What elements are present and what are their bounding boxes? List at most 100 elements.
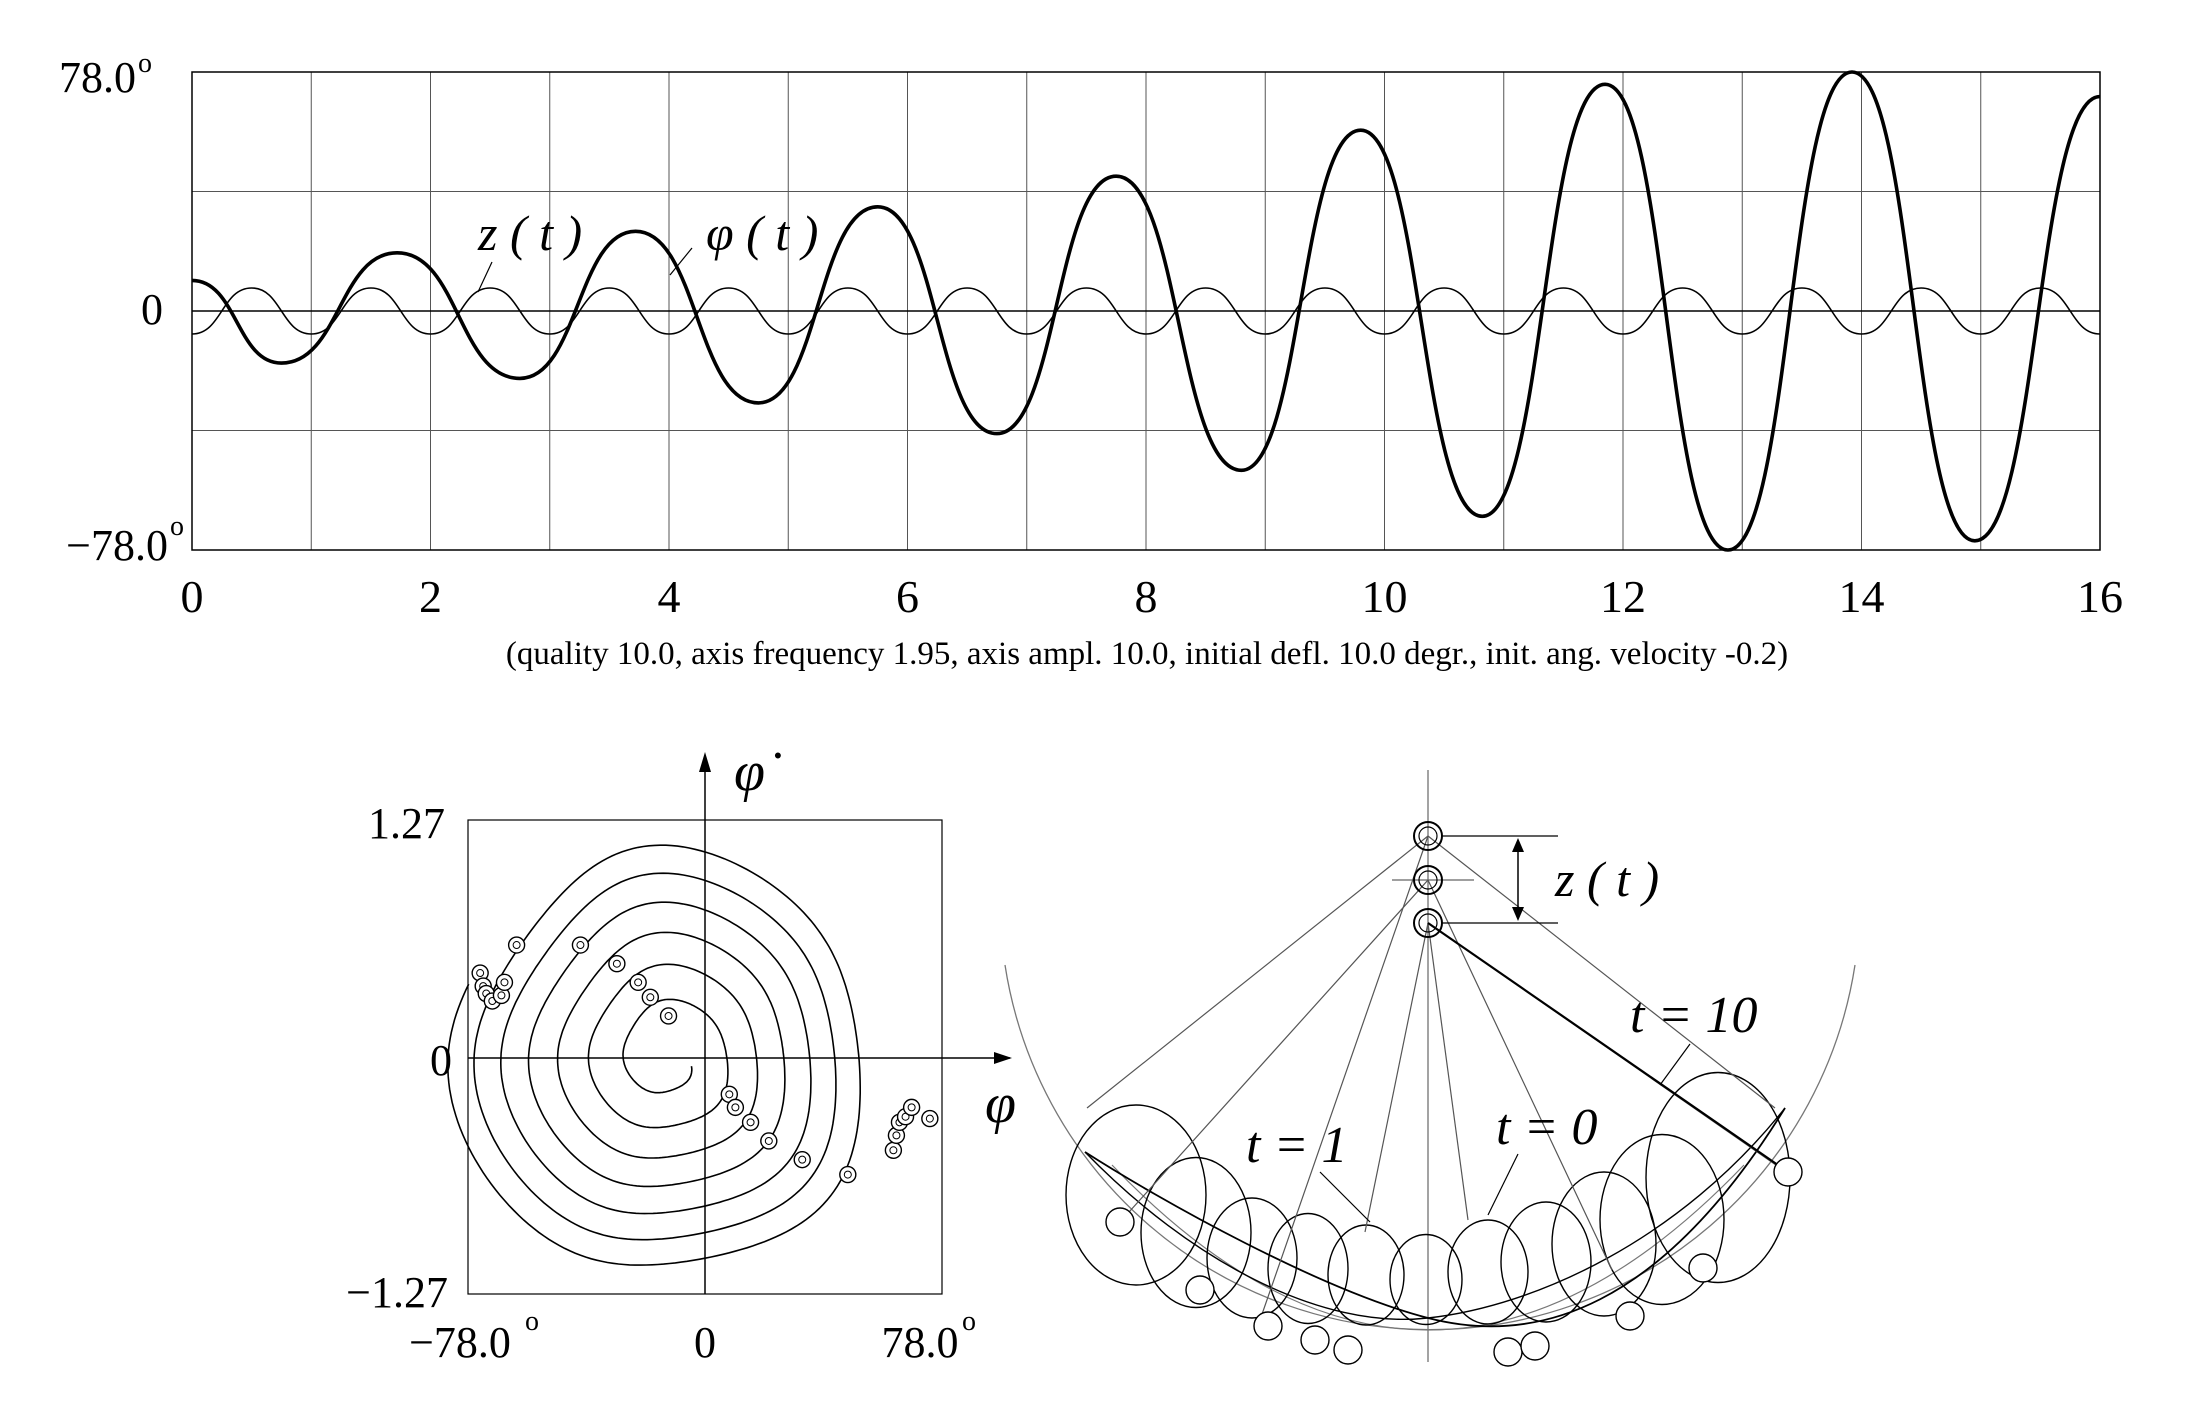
- bob-loop: [1447, 1219, 1529, 1325]
- phase-marker-core: [497, 991, 506, 1000]
- bob-marker: [1185, 1275, 1215, 1305]
- phase-marker-core: [612, 959, 621, 968]
- bob-loop: [1500, 1201, 1592, 1323]
- x-tick-label: 10: [1362, 571, 1408, 622]
- envelope-curve: [1084, 1107, 1786, 1320]
- bob-marker: [1615, 1301, 1645, 1331]
- bob-loop: [1599, 1133, 1725, 1306]
- pivot-mid-circle: [1413, 865, 1443, 895]
- rod-line: [1427, 922, 1469, 1221]
- phase-marker: [902, 1098, 921, 1117]
- pendulum-diagram: z ( t ) t = 10 t = 1 t = 0: [1004, 770, 1856, 1367]
- t10-leader: [1659, 1043, 1691, 1086]
- bob-marker: [1773, 1157, 1803, 1187]
- bob-marker: [1688, 1253, 1718, 1283]
- phase-marker-core: [889, 1146, 898, 1155]
- y-tick-bottom: −78.0: [66, 521, 168, 570]
- pivot-bottom-dot: [1418, 913, 1438, 933]
- phase-marker: [495, 973, 514, 992]
- bob-loop: [1327, 1224, 1405, 1326]
- t1-leader: [1319, 1171, 1371, 1223]
- z-arrow-down: [1512, 907, 1524, 921]
- bob-marker: [1493, 1337, 1523, 1367]
- phase-marker-core: [907, 1103, 916, 1112]
- x-tick-labels: 0 2 4 6 8 10 12 14 16: [181, 571, 2124, 622]
- phase-marker-core: [925, 1114, 934, 1123]
- phase-marker-core: [892, 1131, 901, 1140]
- phase-x-tick-right: 78.0: [882, 1318, 959, 1367]
- phase-marker: [726, 1098, 745, 1117]
- bob-loop: [1551, 1171, 1657, 1317]
- phase-y-tick-top: 1.27: [368, 799, 445, 848]
- x-tick-label: 6: [896, 571, 919, 622]
- pivot-mid-dot: [1418, 870, 1438, 890]
- bob-loop: [1206, 1197, 1298, 1319]
- phase-marker: [608, 954, 626, 973]
- phase-x-tick-right-degree: o: [962, 1306, 976, 1337]
- z-label-leader: [477, 261, 493, 293]
- t1-label: t = 1: [1246, 1117, 1348, 1174]
- rod-line: [1427, 835, 1776, 1109]
- bob-marker: [1105, 1207, 1135, 1237]
- phase-marker-core: [576, 941, 585, 950]
- bob-loop: [1140, 1156, 1252, 1309]
- phase-marker-core: [634, 978, 643, 987]
- phase-trajectory: [446, 844, 861, 1266]
- rod-lines: [1086, 835, 1789, 1321]
- t10-label: t = 10: [1630, 987, 1758, 1044]
- pendulum-z-label: z ( t ): [1554, 851, 1659, 907]
- time-series-chart: 78.0 o 0 −78.0 o 0 2 4 6 8 10 12 14 16 (quality …: [59, 48, 2123, 672]
- phase-marker-core: [646, 993, 655, 1002]
- bob-loop: [1267, 1212, 1349, 1325]
- z-series-label: z ( t ): [477, 205, 582, 261]
- z-series-line: [191, 287, 2101, 335]
- phase-marker: [921, 1109, 939, 1128]
- phase-marker-core: [746, 1118, 755, 1127]
- bob-loop: [1065, 1104, 1207, 1286]
- phase-portrait-chart: φ̇ φ 1.27 0 −1.27 −78.0 o 0 78.0 o: [346, 741, 1016, 1367]
- phase-x-tick-left-degree: o: [525, 1306, 539, 1337]
- phase-marker: [884, 1141, 903, 1160]
- x-tick-label: 2: [419, 571, 442, 622]
- phase-marker-core: [764, 1136, 773, 1145]
- phase-x-axis-symbol: φ: [985, 1073, 1016, 1135]
- y-tick-top: 78.0: [59, 53, 136, 102]
- phase-marker: [760, 1132, 778, 1150]
- phase-marker-core: [512, 941, 521, 950]
- rod-line-t10: [1427, 922, 1789, 1173]
- y-tick-zero: 0: [141, 285, 163, 334]
- phase-y-axis-symbol: φ̇: [734, 741, 781, 803]
- phase-marker-core: [476, 969, 485, 978]
- phase-marker: [629, 973, 647, 992]
- phase-marker-core: [843, 1170, 852, 1179]
- bob-markers: [1105, 1157, 1803, 1367]
- phase-marker-core: [725, 1090, 734, 1099]
- bob-loop: [1389, 1233, 1463, 1326]
- phi-label-leader: [669, 247, 693, 276]
- phase-y-tick-zero: 0: [430, 1036, 452, 1085]
- rod-line: [1119, 879, 1429, 1223]
- phase-marker: [793, 1150, 811, 1169]
- phase-marker: [741, 1113, 760, 1132]
- phase-marker: [839, 1165, 857, 1184]
- phase-marker-core: [500, 978, 509, 987]
- phase-markers: [471, 936, 939, 1184]
- phase-marker: [659, 1007, 678, 1025]
- pivot-top-dot: [1418, 826, 1438, 846]
- rod-line: [1427, 879, 1613, 1271]
- t0-label: t = 0: [1496, 1099, 1598, 1156]
- z-arrow-up: [1512, 838, 1524, 852]
- bob-marker: [1520, 1331, 1550, 1361]
- x-tick-label: 16: [2077, 571, 2123, 622]
- phi-series-line: [191, 70, 2101, 552]
- bob-marker: [1253, 1311, 1283, 1341]
- phase-marker-core: [731, 1103, 740, 1112]
- x-tick-label: 12: [1600, 571, 1646, 622]
- phase-y-tick-bottom: −1.27: [346, 1268, 448, 1317]
- t0-leader: [1487, 1153, 1519, 1216]
- phase-x-arrow: [994, 1052, 1012, 1064]
- phase-marker-core: [664, 1011, 673, 1020]
- rod-line: [1259, 835, 1429, 1321]
- y-tick-top-degree: o: [138, 48, 152, 79]
